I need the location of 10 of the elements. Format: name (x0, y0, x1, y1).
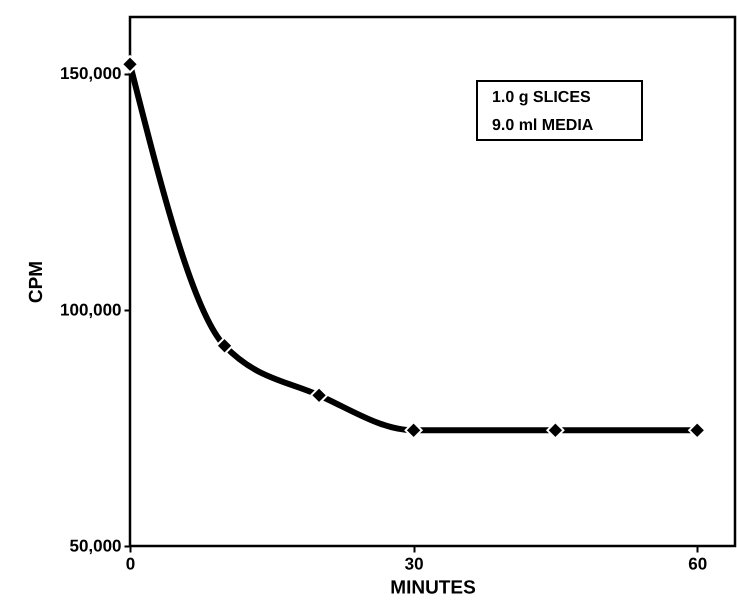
annotation: 1.0 g SLICES (492, 89, 592, 106)
annotation: 9.0 ml MEDIA (492, 117, 594, 134)
x-tick-label: 60 (688, 554, 708, 574)
x-tick-label: 0 (126, 554, 136, 574)
y-tick-label: 100,000 (60, 300, 122, 320)
y-axis-title: CPM (26, 260, 48, 304)
y-tick-label: 150,000 (60, 64, 122, 84)
y-tick-label: 50,000 (70, 536, 122, 556)
x-tick-label: 30 (404, 554, 424, 574)
x-axis-title: MINUTES (390, 578, 476, 598)
